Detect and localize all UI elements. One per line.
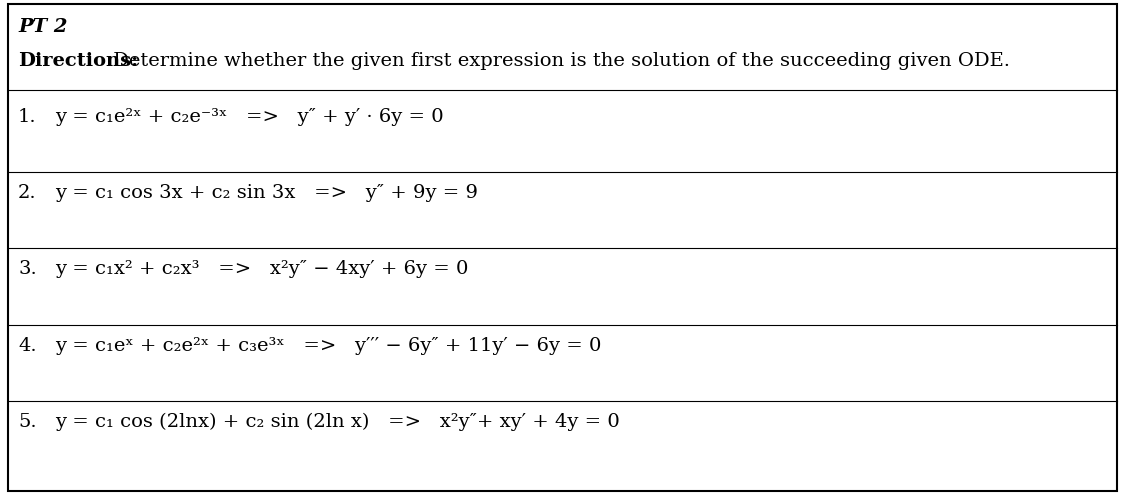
Text: y = c₁ cos (2lnx) + c₂ sin (2ln x)   =>   x²y″+ xy′ + 4y = 0: y = c₁ cos (2lnx) + c₂ sin (2ln x) => x²…: [55, 413, 620, 431]
Text: y = c₁x² + c₂x³   =>   x²y″ − 4xy′ + 6y = 0: y = c₁x² + c₂x³ => x²y″ − 4xy′ + 6y = 0: [55, 260, 468, 278]
Text: 5.: 5.: [18, 413, 37, 431]
Text: 4.: 4.: [18, 337, 37, 355]
Text: PT 2: PT 2: [18, 18, 68, 36]
Text: y = c₁eˣ + c₂e²ˣ + c₃e³ˣ   =>   y′′′ − 6y″ + 11y′ − 6y = 0: y = c₁eˣ + c₂e²ˣ + c₃e³ˣ => y′′′ − 6y″ +…: [55, 337, 602, 355]
Text: 1.: 1.: [18, 108, 37, 126]
Text: y = c₁ cos 3x + c₂ sin 3x   =>   y″ + 9y = 9: y = c₁ cos 3x + c₂ sin 3x => y″ + 9y = 9: [55, 184, 478, 202]
Text: 3.: 3.: [18, 260, 37, 278]
Text: y = c₁e²ˣ + c₂e⁻³ˣ   =>   y″ + y′ · 6y = 0: y = c₁e²ˣ + c₂e⁻³ˣ => y″ + y′ · 6y = 0: [55, 108, 443, 126]
Text: 2.: 2.: [18, 184, 37, 202]
Text: Directions:: Directions:: [18, 52, 138, 70]
Text: Determine whether the given first expression is the solution of the succeeding g: Determine whether the given first expres…: [107, 52, 1010, 70]
